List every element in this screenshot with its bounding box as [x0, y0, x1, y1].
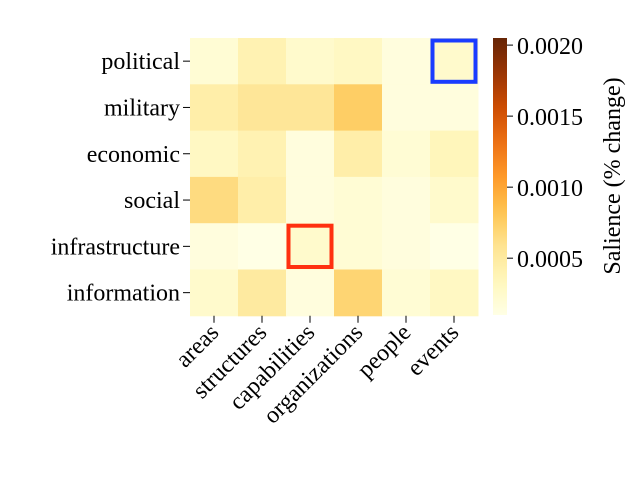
heatmap-cell [382, 223, 431, 270]
heatmap-cell [430, 269, 479, 317]
heatmap-cell [190, 223, 239, 270]
heatmap-cell [334, 176, 383, 224]
colorbar-label: Salience (% change) [600, 77, 626, 274]
y-tick-label: infrastructure [51, 234, 180, 260]
heatmap-cell [334, 130, 383, 178]
colorbar-tick-label: 0.0015 [517, 105, 583, 131]
highlight-box [430, 38, 478, 84]
y-tick-label: political [101, 49, 180, 75]
heatmap-cell [430, 176, 479, 224]
heatmap-cell [190, 130, 239, 178]
y-tick-label: information [67, 281, 180, 307]
y-tick-label: social [124, 188, 180, 214]
heatmap-cell [238, 223, 287, 270]
heatmap-cell [382, 176, 431, 224]
heatmap-cell [334, 38, 383, 85]
heatmap-cell [238, 130, 287, 178]
heatmap-cell [430, 38, 479, 85]
heatmap-cell [238, 269, 287, 317]
colorbar-tick-label: 0.0010 [517, 176, 583, 202]
heatmap-cell [190, 176, 239, 224]
heatmap-cell [286, 223, 335, 270]
colorbar [493, 38, 507, 315]
heatmap-cell [430, 223, 479, 270]
heatmap-cell [382, 38, 431, 85]
heatmap-cell [286, 176, 335, 224]
y-tick-label: military [104, 95, 180, 121]
heatmap-cell [238, 84, 287, 132]
heatmap-cell [430, 130, 479, 178]
heatmap-cell [286, 84, 335, 132]
heatmap-cell [382, 84, 431, 132]
heatmap-cell [190, 38, 239, 85]
heatmap-cell [238, 176, 287, 224]
y-tick-label: economic [87, 142, 180, 168]
heatmap-cell [334, 269, 383, 317]
heatmap-cell [238, 38, 287, 85]
colorbar-tick-label: 0.0020 [517, 34, 583, 60]
heatmap-cell [286, 38, 335, 85]
colorbar-tick-label: 0.0005 [517, 247, 583, 273]
heatmap-cell [382, 269, 431, 317]
heatmap-cell [286, 130, 335, 178]
heatmap-cell [286, 269, 335, 317]
heatmap-cell [430, 84, 479, 132]
heatmap-cell [334, 84, 383, 132]
heatmap-cell [190, 269, 239, 317]
x-tick-label: events [403, 320, 465, 382]
heatmap-cell [190, 84, 239, 132]
heatmap-cell [382, 130, 431, 178]
x-tick-label: people [353, 320, 417, 384]
heatmap-cell [334, 223, 383, 270]
highlight-box [286, 223, 334, 269]
